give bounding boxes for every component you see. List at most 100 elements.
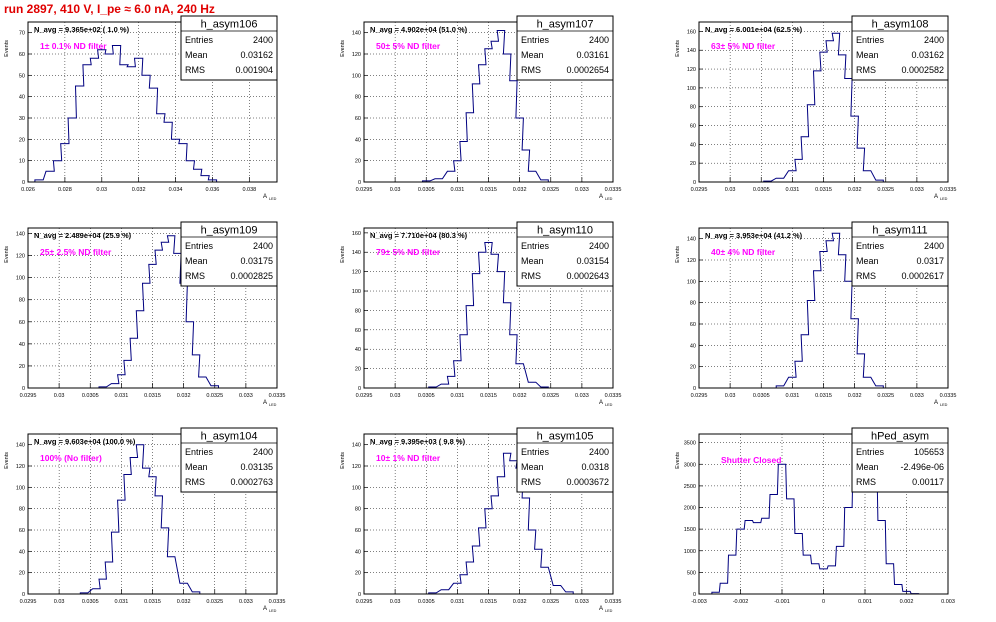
x-tick-label: 0.0325 xyxy=(206,393,223,399)
y-axis-label: Events xyxy=(675,452,681,469)
stats-label: Entries xyxy=(856,447,885,457)
y-tick-label: 40 xyxy=(19,95,25,101)
x-tick-label: 0.032 xyxy=(132,187,146,193)
y-tick-label: 100 xyxy=(16,485,25,491)
histogram-name: h_asym106 xyxy=(201,19,258,31)
x-tick-label: 0.0335 xyxy=(940,393,957,399)
y-tick-label: 0 xyxy=(693,180,696,186)
y-tick-label: 30 xyxy=(19,116,25,122)
histogram-line xyxy=(422,30,549,182)
n-avg-header: N_avg = 9.365e+02 ( 1.0 %) xyxy=(34,25,130,34)
stats-label: Entries xyxy=(185,241,214,251)
y-tick-label: 140 xyxy=(352,443,361,449)
y-tick-label: 80 xyxy=(690,301,696,307)
stats-label: Entries xyxy=(521,241,550,251)
stats-label: Mean xyxy=(185,50,208,60)
y-tick-label: 60 xyxy=(690,322,696,328)
n-avg-header: N_avg = 6.001e+04 (62.5 %) xyxy=(705,25,803,34)
filter-annotation: 63± 5% ND filter xyxy=(711,41,776,51)
y-tick-label: 60 xyxy=(19,52,25,58)
histogram-name: h_asym109 xyxy=(201,225,258,237)
stats-box: h_asym111 Entries 2400 Mean 0.0317 RMS 0.00026… xyxy=(851,221,949,287)
x-tick-label: 0.03 xyxy=(390,187,401,193)
stats-value: 0.0317 xyxy=(916,256,944,266)
plot-frame xyxy=(698,433,949,595)
x-tick-label: 0.001 xyxy=(858,599,872,605)
histogram-line xyxy=(775,232,884,388)
filter-annotation: 50± 5% ND filter xyxy=(376,41,441,51)
y-axis-label: Events xyxy=(340,452,346,469)
histogram-line xyxy=(34,45,218,182)
y-tick-label: 0 xyxy=(358,180,361,186)
y-tick-label: 80 xyxy=(690,105,696,111)
x-axis-label: A xyxy=(599,606,603,612)
x-tick-label: -0.003 xyxy=(691,599,707,605)
plot-frame xyxy=(698,227,949,389)
y-tick-label: 10 xyxy=(19,159,25,165)
stats-value: 0.00117 xyxy=(912,477,944,487)
x-tick-label: 0.0305 xyxy=(82,599,99,605)
x-axis-label: A xyxy=(599,400,603,406)
histogram-name: h_asym108 xyxy=(872,19,929,31)
y-tick-label: 120 xyxy=(16,464,25,470)
y-tick-label: 40 xyxy=(690,343,696,349)
x-tick-label: 0.026 xyxy=(21,187,35,193)
stats-label: Mean xyxy=(856,50,879,60)
stats-value: 0.001904 xyxy=(235,65,273,75)
y-tick-label: 120 xyxy=(352,464,361,470)
y-tick-label: 20 xyxy=(690,161,696,167)
y-tick-label: 140 xyxy=(352,31,361,37)
y-tick-label: 160 xyxy=(352,231,361,237)
y-tick-label: 0 xyxy=(358,386,361,392)
stats-box: h_asym105 Entries 2400 Mean 0.0318 RMS 0.00036… xyxy=(516,427,614,493)
n-avg-header: N_avg = 7.710e+04 (80.3 %) xyxy=(370,231,468,240)
y-tick-label: 40 xyxy=(690,142,696,148)
x-tick-label: 0.0295 xyxy=(20,393,37,399)
stats-box: h_asym110 Entries 2400 Mean 0.03154 RMS 0.0002… xyxy=(516,221,614,287)
y-tick-label: 100 xyxy=(352,485,361,491)
stats-value: 0.0002763 xyxy=(230,477,273,487)
x-axis-label-sub: LED xyxy=(269,609,277,613)
y-tick-label: 100 xyxy=(352,73,361,79)
stats-label: RMS xyxy=(521,65,541,75)
y-axis-label: Events xyxy=(340,246,346,263)
x-tick-label: 0.033 xyxy=(239,393,253,399)
stats-box-frame xyxy=(180,221,278,287)
stats-box-frame xyxy=(851,15,949,81)
x-tick-label: 0.0305 xyxy=(418,599,435,605)
stats-value: 0.03154 xyxy=(576,256,609,266)
y-tick-label: 20 xyxy=(19,571,25,577)
histogram-name: h_asym104 xyxy=(201,431,258,443)
stats-value: 2400 xyxy=(924,35,944,45)
histogram-name: h_asym107 xyxy=(537,19,594,31)
y-tick-label: 500 xyxy=(687,570,696,576)
x-tick-label: 0.028 xyxy=(58,187,72,193)
x-axis-label: A xyxy=(263,606,267,612)
stats-value: 0.03162 xyxy=(911,50,944,60)
plot-frame xyxy=(27,433,278,595)
x-tick-label: 0.0335 xyxy=(605,393,622,399)
panel-h_asym104: 0 20 40 60 80 100 120 140 0.0295 0.03 0.0305 0.031 0… xyxy=(4,427,285,613)
n-avg-header: N_avg = 9.395e+03 ( 9.8 %) xyxy=(370,437,466,446)
x-tick-label: 0.033 xyxy=(239,599,253,605)
stats-value: 0.0002582 xyxy=(901,65,944,75)
stats-box-frame xyxy=(851,427,949,493)
y-tick-label: 0 xyxy=(693,386,696,392)
stats-box-frame xyxy=(516,427,614,493)
x-tick-label: 0.031 xyxy=(785,187,799,193)
x-axis-label-sub: LED xyxy=(940,403,948,407)
plot-frame xyxy=(27,21,278,183)
y-tick-label: 80 xyxy=(355,507,361,513)
n-avg-header: N_avg = 9.603e+04 (100.0 %) xyxy=(34,437,136,446)
stats-box: h_asym106 Entries 2400 Mean 0.03162 RMS 0.0019… xyxy=(180,15,278,81)
x-tick-label: 0.0315 xyxy=(480,187,497,193)
stats-label: Entries xyxy=(185,447,214,457)
stats-label: RMS xyxy=(521,477,541,487)
y-tick-label: 0 xyxy=(358,592,361,598)
stats-value: 2400 xyxy=(589,447,609,457)
stats-value: 0.03162 xyxy=(240,50,273,60)
x-tick-label: 0.0315 xyxy=(480,599,497,605)
x-tick-label: 0.033 xyxy=(910,187,924,193)
histogram-name: h_asym105 xyxy=(537,431,594,443)
